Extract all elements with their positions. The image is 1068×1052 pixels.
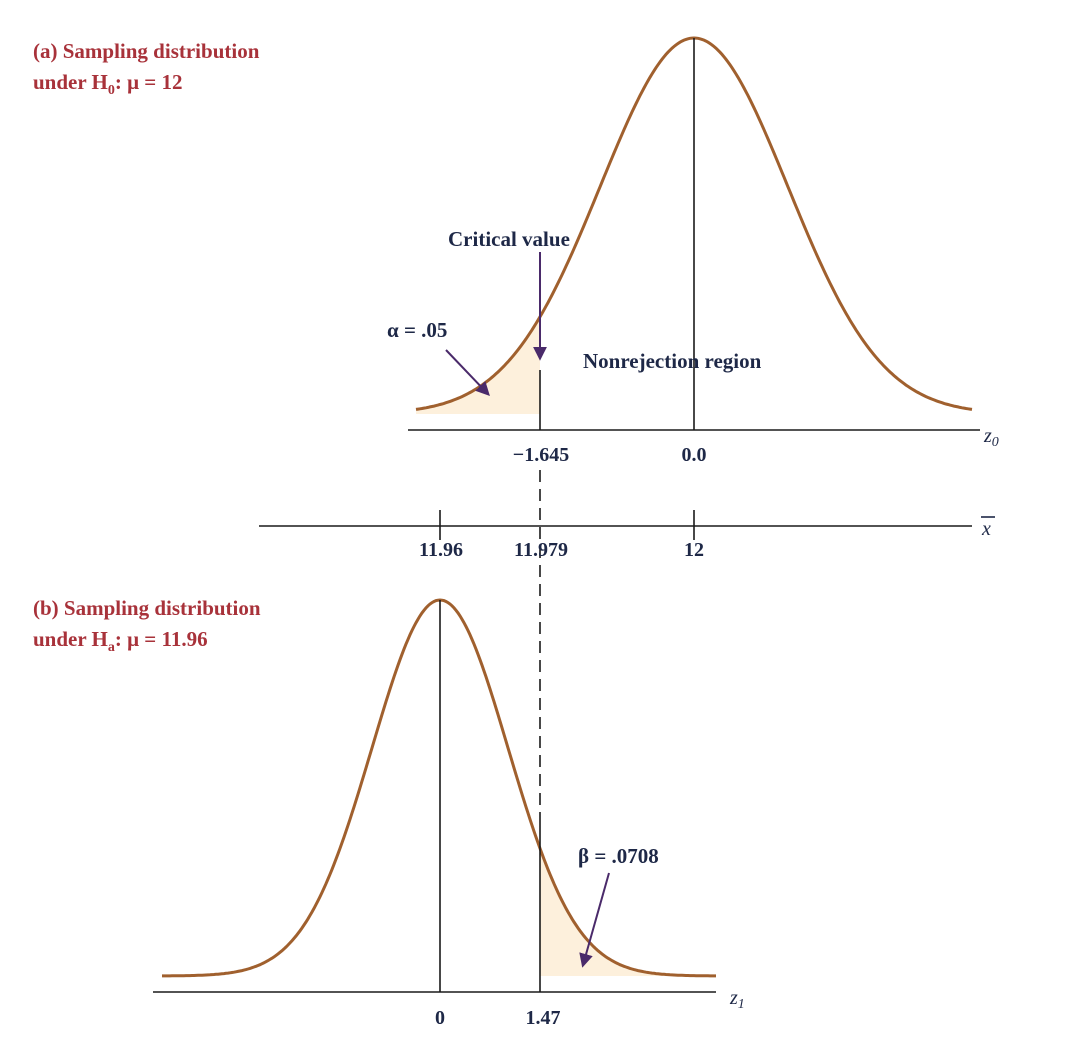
xbar-tick-label-11-96: 11.96 <box>419 539 463 561</box>
alpha-rejection-region <box>416 316 540 414</box>
alpha-arrow <box>445 349 490 397</box>
panel-b-title-line2: under Ha: μ = 11.96 <box>33 627 208 655</box>
z0-axis-label: z0 <box>983 425 999 450</box>
panel-a-title-line1: (a) Sampling distribution <box>33 39 260 63</box>
tick-label-zero-z0: 0.0 <box>682 444 707 466</box>
xbar-axis-group: 11.96 11.979 12 x <box>259 510 995 561</box>
beta-label: β = .0708 <box>578 844 659 868</box>
panel-a: (a) Sampling distribution under H0: μ = … <box>33 36 999 466</box>
z1-axis-label: z1 <box>729 987 745 1012</box>
panel-b-title-line1: (b) Sampling distribution <box>33 596 261 620</box>
panel-b: (b) Sampling distribution under Ha: μ = … <box>33 596 745 1029</box>
critical-value-label: Critical value <box>448 227 570 251</box>
beta-arrow <box>579 872 610 968</box>
alpha-label: α = .05 <box>387 318 447 342</box>
tick-label-critical-z: −1.645 <box>513 444 569 466</box>
beta-region <box>540 848 716 976</box>
xbar-tick-label-12: 12 <box>684 539 704 561</box>
xbar-axis-label: x <box>981 518 991 540</box>
tick-label-zero-z1: 0 <box>435 1007 445 1029</box>
panel-a-title-line2: under H0: μ = 12 <box>33 70 183 98</box>
xbar-tick-label-11-979: 11.979 <box>514 539 568 561</box>
nonrejection-region-label: Nonrejection region <box>583 349 762 373</box>
ha-normal-curve <box>162 598 716 978</box>
tick-label-1-47: 1.47 <box>526 1007 561 1029</box>
